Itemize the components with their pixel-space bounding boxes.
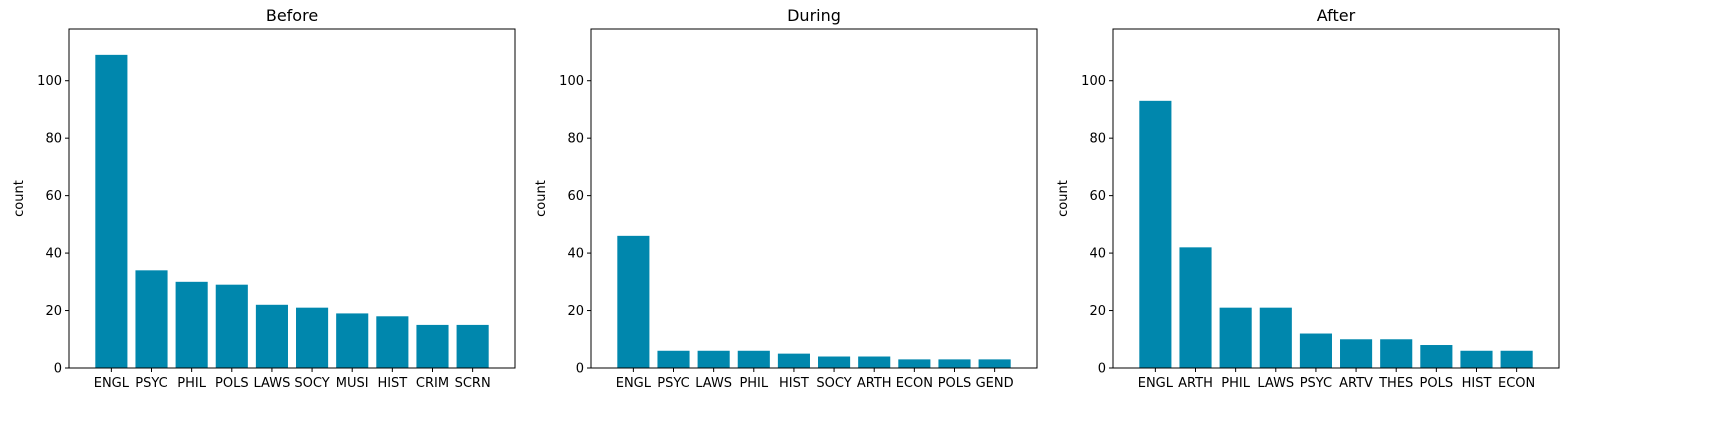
x-tick-label: ARTH (1178, 376, 1213, 391)
plot-frame (590, 28, 1038, 369)
y-tick-label: 0 (576, 362, 584, 377)
chart-panel-1: During count ENGL PSYC LAWS PHIL HIST SOCY ARTH E… (534, 6, 1038, 391)
bar-econ (898, 359, 931, 368)
bar-hist (777, 353, 810, 368)
bar-socy (296, 307, 329, 368)
bar-musi (336, 313, 369, 368)
x-tick-label: GEND (976, 376, 1014, 391)
chart-title: Before (266, 6, 318, 25)
chart-title: After (1317, 6, 1356, 25)
y-tick-label: 20 (567, 304, 584, 319)
chart-panel-2: After count ENGL ARTH PHIL LAWS PSYC ARTV THES PO… (1056, 6, 1560, 391)
x-tick-label: THES (1378, 376, 1413, 391)
y-tick-label: 20 (1089, 304, 1106, 319)
y-tick-label: 60 (45, 189, 62, 204)
plot-frame (1112, 28, 1560, 369)
y-tick-label: 0 (54, 362, 62, 377)
bar-pols (215, 284, 248, 368)
bar-phil (1219, 307, 1252, 368)
x-tick-label: PHIL (177, 376, 206, 391)
y-tick-label: 60 (1089, 189, 1106, 204)
y-tick-label: 40 (1089, 247, 1106, 262)
bar-engl (1139, 100, 1172, 369)
x-tick-label: PHIL (739, 376, 768, 391)
bar-phil (737, 350, 770, 368)
bar-scrn (456, 324, 489, 368)
bar-gend (978, 359, 1011, 368)
x-tick-label: SOCY (294, 376, 329, 391)
x-tick-label: ARTV (1339, 376, 1373, 391)
bar-psyc (657, 350, 690, 368)
y-tick-label: 80 (45, 132, 62, 147)
bar-arth (1179, 247, 1212, 368)
x-tick-label: ENGL (616, 376, 652, 391)
bar-thes (1380, 339, 1413, 368)
y-tick-label: 100 (37, 74, 62, 89)
x-tick-label: HIST (779, 376, 809, 391)
bar-econ (1500, 350, 1533, 368)
bar-arth (858, 356, 891, 368)
bar-pols (938, 359, 971, 368)
bar-engl (95, 54, 128, 369)
bar-engl (617, 235, 650, 368)
y-axis-label: count (534, 180, 549, 217)
x-tick-label: MUSI (336, 376, 369, 391)
bar-hist (1460, 350, 1493, 368)
y-tick-label: 80 (567, 132, 584, 147)
y-tick-label: 40 (45, 247, 62, 262)
bar-psyc (135, 270, 168, 368)
bar-laws (697, 350, 730, 368)
bar-artv (1340, 339, 1373, 368)
x-tick-label: PHIL (1221, 376, 1250, 391)
x-tick-label: HIST (377, 376, 407, 391)
bar-laws (1259, 307, 1292, 368)
y-tick-label: 100 (559, 74, 584, 89)
bar-crim (416, 324, 449, 368)
y-tick-label: 20 (45, 304, 62, 319)
x-tick-label: SCRN (455, 376, 491, 391)
x-tick-label: ECON (896, 376, 933, 391)
x-tick-label: LAWS (1257, 376, 1294, 391)
x-tick-label: LAWS (254, 376, 291, 391)
x-tick-label: PSYC (135, 376, 167, 391)
y-axis-label: count (12, 180, 27, 217)
x-tick-label: SOCY (816, 376, 851, 391)
chart-title: During (787, 6, 841, 25)
bar-pols (1420, 345, 1453, 368)
x-tick-label: HIST (1462, 376, 1492, 391)
x-tick-label: ARTH (857, 376, 892, 391)
x-tick-label: ENGL (1138, 376, 1174, 391)
x-tick-label: PSYC (1300, 376, 1332, 391)
plot-frame (68, 28, 516, 369)
y-tick-label: 100 (1081, 74, 1106, 89)
bar-phil (175, 281, 208, 368)
x-tick-label: ENGL (94, 376, 130, 391)
y-axis-label: count (1056, 180, 1071, 217)
x-tick-label: PSYC (657, 376, 689, 391)
chart-panel-0: Before count ENGL PSYC PHIL POLS LAWS SOCY MUSI H… (12, 6, 516, 391)
y-tick-label: 0 (1098, 362, 1106, 377)
bar-hist (376, 316, 409, 368)
bar-socy (818, 356, 851, 368)
x-tick-label: LAWS (695, 376, 732, 391)
bar-psyc (1299, 333, 1332, 368)
x-tick-label: POLS (1420, 376, 1454, 391)
x-tick-label: ECON (1498, 376, 1535, 391)
x-tick-label: POLS (215, 376, 249, 391)
x-tick-label: POLS (938, 376, 972, 391)
bar-laws (255, 304, 288, 368)
y-tick-label: 80 (1089, 132, 1106, 147)
y-tick-label: 60 (567, 189, 584, 204)
x-tick-label: CRIM (416, 376, 449, 391)
y-tick-label: 40 (567, 247, 584, 262)
